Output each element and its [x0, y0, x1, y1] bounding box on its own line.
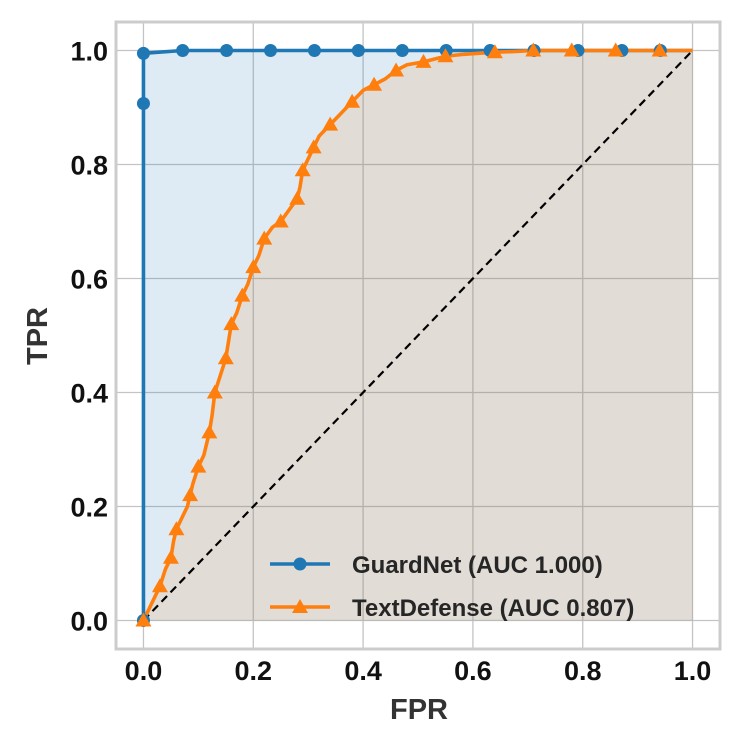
legend-label-1: TextDefense (AUC 0.807) [352, 595, 634, 622]
legend-label-0: GuardNet (AUC 1.000) [352, 552, 603, 579]
series-1-marker-25 [563, 42, 580, 57]
y-tick-label-0: 0.0 [70, 607, 108, 637]
series-1-marker-17 [322, 116, 339, 131]
series-1-marker-6 [201, 424, 218, 439]
x-tick-label-3: 0.6 [454, 656, 492, 686]
series-0-marker-8 [395, 44, 409, 57]
x-tick-label-5: 1.0 [674, 656, 712, 686]
series-0-marker-6 [307, 44, 321, 57]
series-1-marker-13 [272, 213, 289, 228]
series-1-marker-2 [162, 549, 179, 564]
series-1-marker-5 [190, 458, 207, 473]
y-axis-title: TPR [22, 307, 54, 365]
series-1-marker-16 [305, 139, 322, 154]
y-tick-label-2: 0.4 [70, 379, 108, 409]
series-0-marker-5 [264, 44, 278, 57]
legend-marker-0 [293, 557, 307, 571]
series-1-marker-24 [525, 42, 542, 57]
tick-labels: 0.0 0.2 0.4 0.6 0.8 1.0 0.0 0.2 0.4 0.6 0.8 1.0 [70, 37, 711, 687]
series-markers [135, 42, 668, 627]
series-1-marker-11 [245, 259, 262, 274]
series-1-marker-23 [486, 44, 503, 59]
diagonal-reference [142, 49, 694, 622]
legend-marker-1 [292, 599, 308, 613]
series-1-marker-27 [651, 42, 668, 57]
x-axis-title: FPR [390, 694, 448, 726]
series-1-marker-19 [366, 76, 383, 91]
series-1-marker-1 [151, 578, 168, 593]
series-1-marker-9 [223, 316, 240, 331]
x-tick-label-4: 0.8 [564, 656, 602, 686]
series-1-marker-20 [388, 62, 405, 77]
x-tick-label-1: 0.2 [234, 656, 272, 686]
series-1-marker-7 [206, 384, 223, 399]
series-0-marker-3 [176, 44, 190, 57]
chance-diagonal-line [142, 49, 694, 622]
series-1-marker-12 [256, 230, 273, 245]
series-0-marker-2 [136, 46, 150, 60]
series-1-marker-18 [344, 93, 361, 108]
series-1-marker-22 [437, 48, 454, 63]
y-tick-label-3: 0.6 [70, 265, 108, 295]
series-1-marker-4 [182, 487, 199, 502]
plot-frame [114, 20, 722, 651]
y-tick-label-4: 0.8 [70, 151, 108, 181]
series-1-marker-15 [294, 162, 311, 177]
y-tick-label-5: 1.0 [70, 37, 108, 67]
series-1-marker-14 [289, 190, 306, 205]
legend: GuardNet (AUC 1.000) TextDefense (AUC 0.8… [270, 552, 634, 622]
series-1-marker-8 [217, 350, 234, 365]
x-tick-label-2: 0.4 [344, 656, 382, 686]
series-1-marker-21 [415, 53, 432, 68]
series-1-marker-10 [234, 287, 251, 302]
series-1-marker-26 [607, 42, 624, 57]
x-tick-label-0: 0.0 [125, 656, 163, 686]
y-tick-label-1: 0.2 [70, 493, 108, 523]
series-1-marker-3 [168, 521, 185, 536]
series-0-marker-1 [136, 97, 150, 111]
series-0-marker-7 [351, 44, 365, 57]
series-0-marker-4 [220, 44, 234, 57]
series-1-marker-0 [135, 612, 152, 627]
